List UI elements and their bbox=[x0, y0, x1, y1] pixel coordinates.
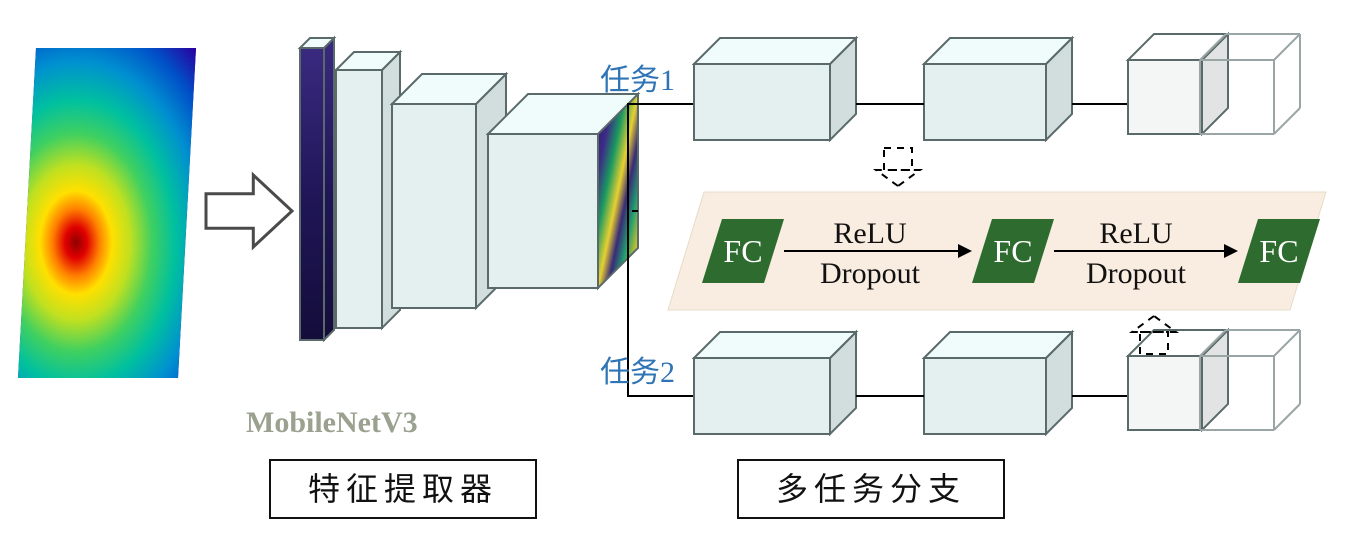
mobilenet-label: MobileNetV3 bbox=[246, 406, 418, 439]
input-heatmap bbox=[0, 28, 236, 398]
dropout-label: Dropout bbox=[1086, 257, 1187, 290]
mobilenet-slab-0 bbox=[300, 38, 334, 340]
mobilenet-slab-1 bbox=[336, 52, 400, 328]
caption-text-0: 特征提取器 bbox=[308, 471, 498, 507]
activation-label: ReLU bbox=[833, 217, 907, 250]
branch-bot-out bbox=[1128, 330, 1228, 430]
fc-block-label: FC bbox=[723, 233, 762, 269]
branch-top-out bbox=[1128, 34, 1228, 134]
dropout-label: Dropout bbox=[820, 257, 921, 290]
task1-label: 任务1 bbox=[600, 64, 675, 97]
task2-label: 任务2 bbox=[600, 356, 675, 389]
activation-label: ReLU bbox=[1099, 217, 1173, 250]
caption-text-1: 多任务分支 bbox=[776, 471, 966, 507]
fc-block-label: FC bbox=[1259, 233, 1298, 269]
panel-link-top bbox=[876, 148, 920, 186]
input-arrow bbox=[206, 175, 292, 247]
branch-top-block-1 bbox=[924, 38, 1072, 140]
branch-bot-block-0 bbox=[694, 332, 856, 434]
branch-top-block-0 bbox=[694, 38, 856, 140]
mobilenet-slab-3 bbox=[488, 94, 638, 288]
branch-bot-block-1 bbox=[924, 332, 1072, 434]
fc-block-label: FC bbox=[993, 233, 1032, 269]
